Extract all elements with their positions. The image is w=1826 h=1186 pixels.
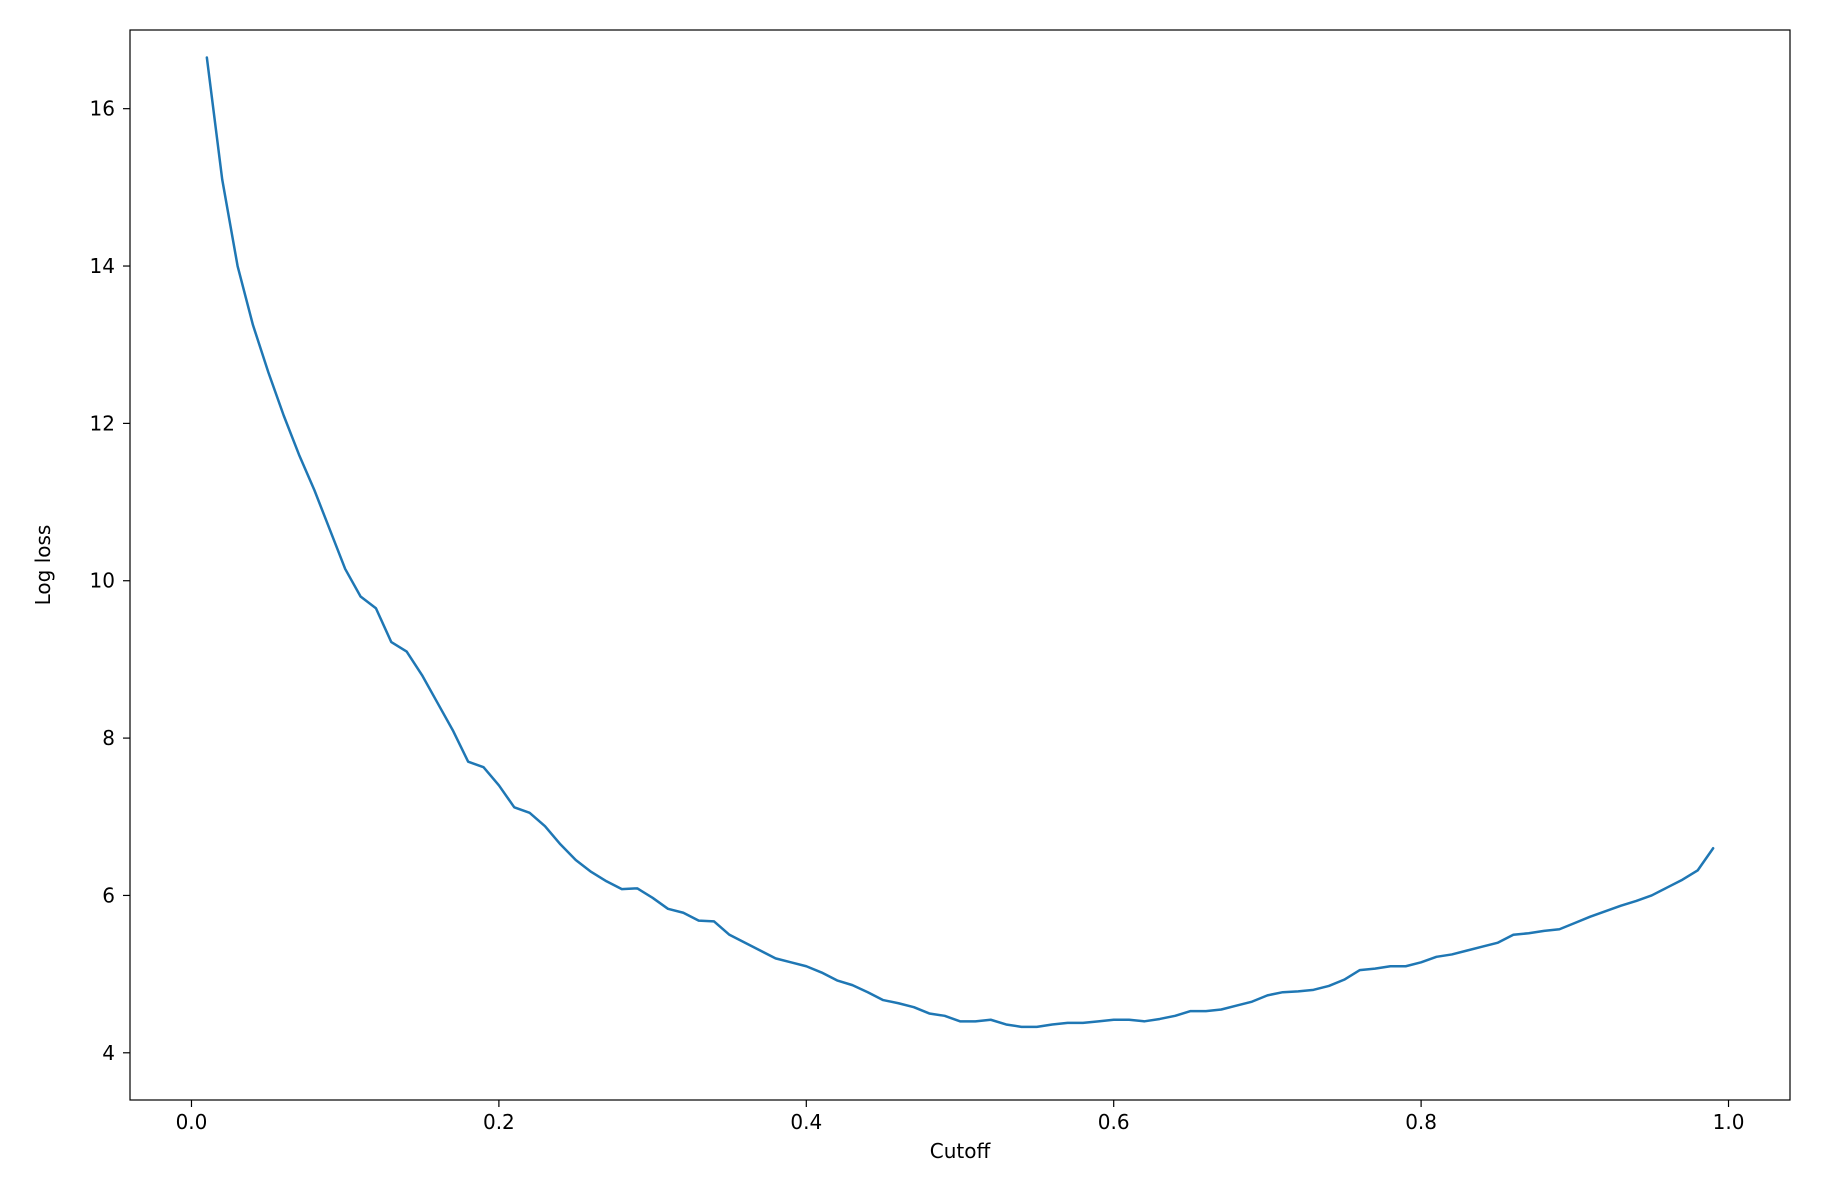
x-tick-label: 0.0 [176, 1110, 208, 1134]
chart-svg: 0.0 0.2 0.4 0.6 0.8 1.0 Cutoff 4 6 8 10 12 14 16 Log l… [0, 0, 1826, 1186]
y-tick-label: 12 [90, 411, 115, 435]
x-tick-label: 0.4 [790, 1110, 822, 1134]
y-axis-label: Log loss [31, 525, 55, 606]
line-chart: 0.0 0.2 0.4 0.6 0.8 1.0 Cutoff 4 6 8 10 12 14 16 Log l… [0, 0, 1826, 1186]
x-tick-label: 0.8 [1405, 1110, 1437, 1134]
x-tick-label: 1.0 [1713, 1110, 1745, 1134]
y-tick-label: 16 [90, 97, 115, 121]
x-axis-label: Cutoff [930, 1139, 992, 1163]
x-tick-label: 0.2 [483, 1110, 515, 1134]
y-tick-label: 6 [102, 883, 115, 907]
x-tick-label: 0.6 [1098, 1110, 1130, 1134]
y-tick-label: 4 [102, 1041, 115, 1065]
y-tick-label: 10 [90, 569, 115, 593]
y-tick-label: 14 [90, 254, 115, 278]
y-tick-label: 8 [102, 726, 115, 750]
